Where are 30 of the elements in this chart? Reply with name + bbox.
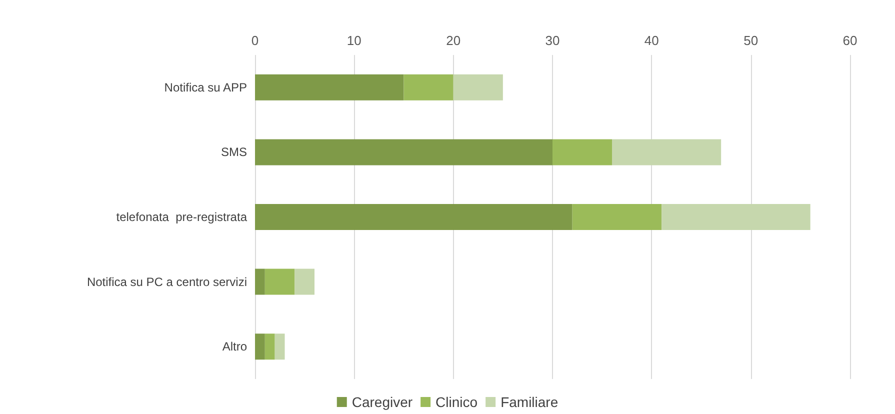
bar [255, 139, 552, 166]
bar [552, 139, 612, 166]
bar [255, 268, 265, 295]
y-tick-label: Notifica su PC a centro servizi [86, 274, 247, 289]
bar [255, 74, 404, 100]
x-tick-label: 30 [545, 33, 560, 48]
legend-label: Caregiver [352, 394, 413, 410]
bar [264, 268, 295, 295]
bar [453, 74, 503, 100]
y-tick-label: Altro [222, 340, 248, 354]
x-tick-label: 0 [251, 33, 259, 48]
x-tick-label: 10 [346, 33, 362, 48]
x-tick-label: 50 [744, 33, 758, 48]
y-tick-label: Notifica su APP [164, 80, 247, 94]
bar [612, 139, 722, 166]
x-tick-label: 60 [842, 33, 858, 48]
bar [255, 204, 572, 230]
bar [274, 334, 285, 360]
bar [662, 204, 810, 230]
x-tick-label: 20 [446, 33, 461, 48]
y-tick-label: telefonata pre-registrata [116, 210, 248, 224]
bar [255, 334, 265, 360]
bar [404, 74, 454, 100]
bar [294, 268, 314, 295]
x-tick-label: 40 [644, 33, 659, 48]
legend-label: Familiare [500, 394, 558, 410]
legend-label: Clinico [436, 394, 478, 410]
bar [264, 334, 275, 360]
bar [572, 204, 662, 230]
y-tick-label: SMS [220, 145, 247, 160]
